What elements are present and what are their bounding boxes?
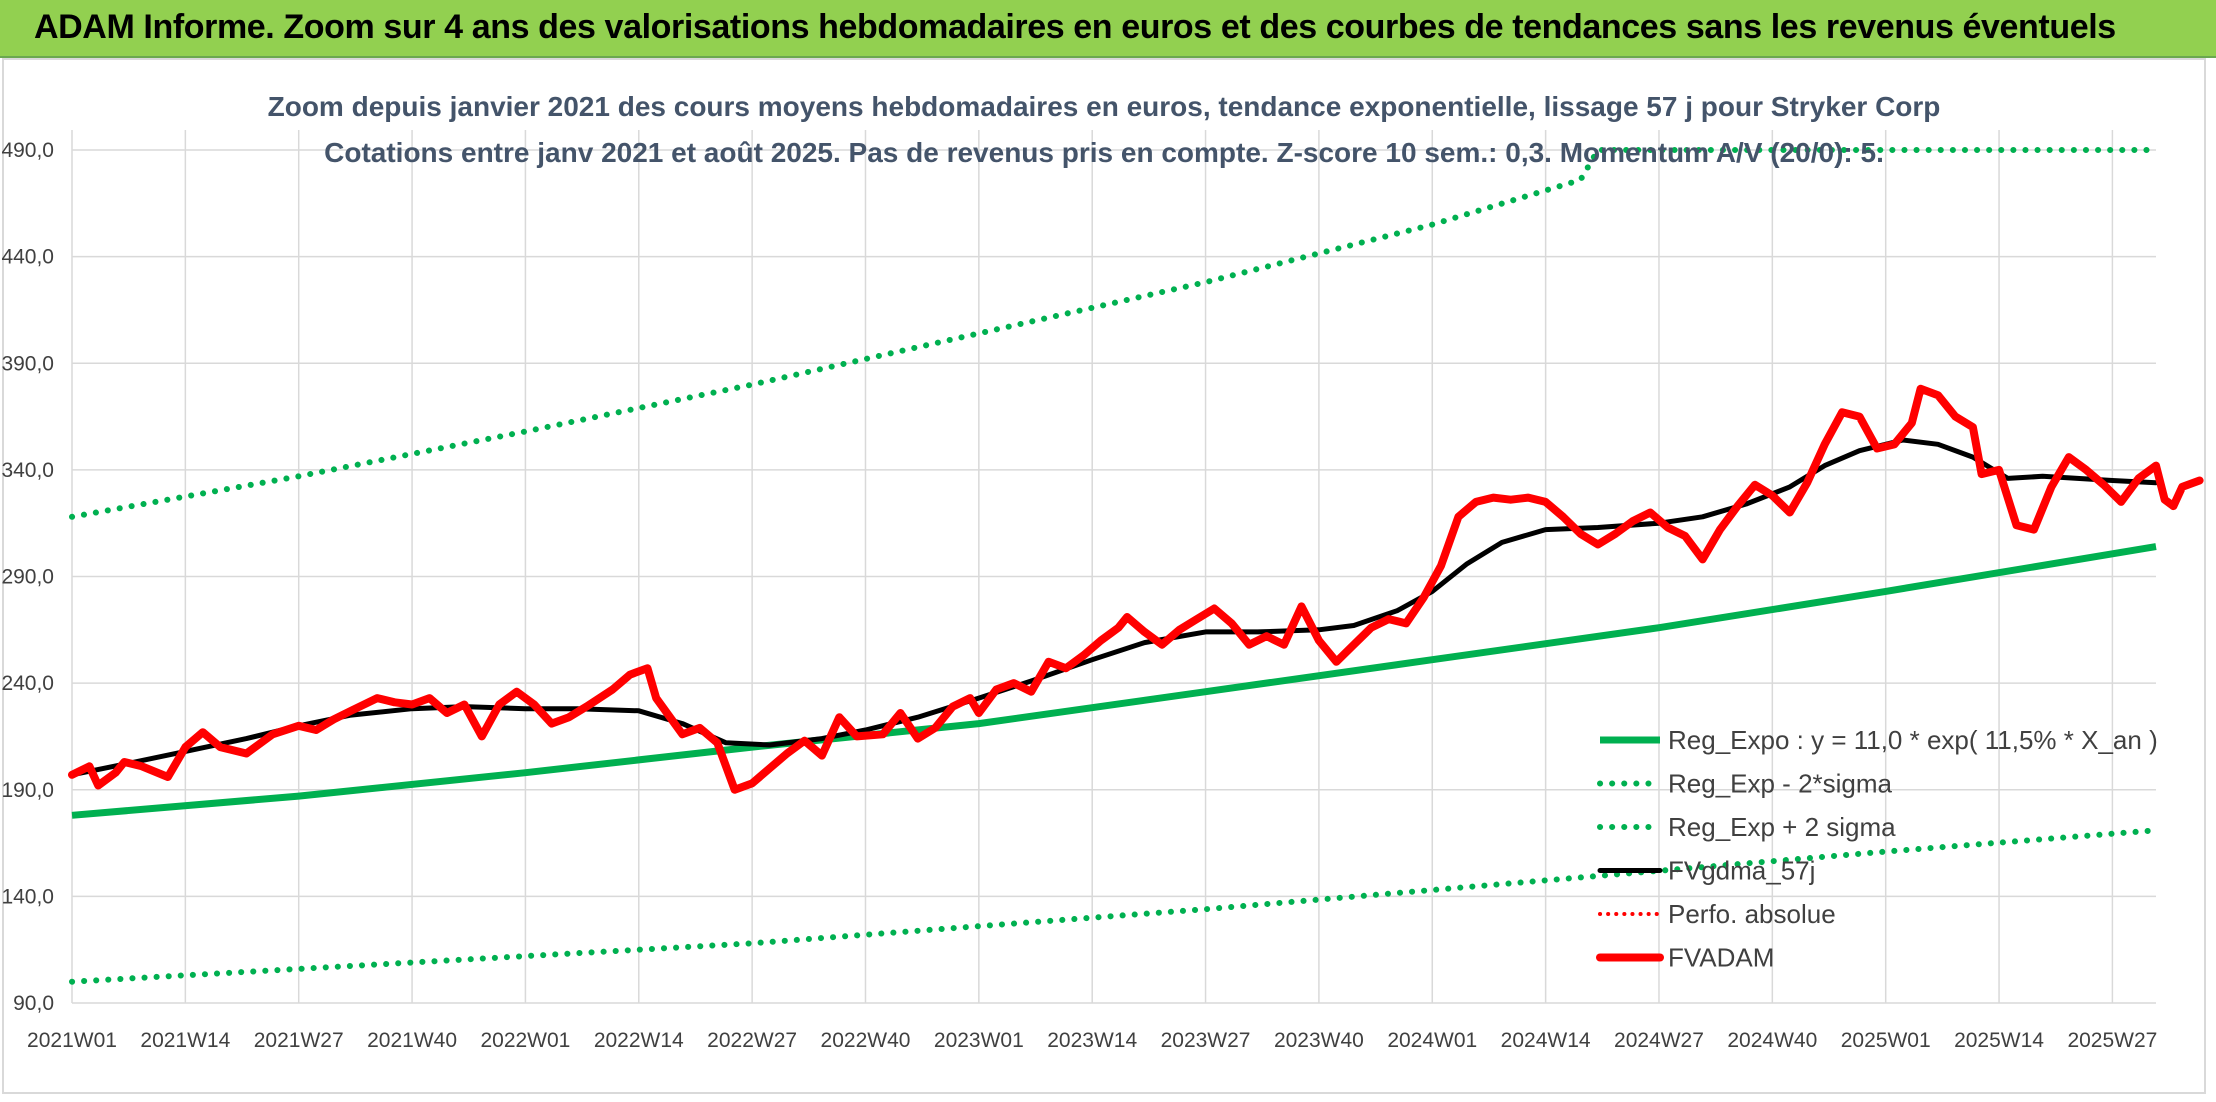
x-tick-label: 2024W14: [1501, 1029, 1591, 1052]
y-tick-label: 490,0: [1, 139, 54, 162]
y-tick-label: 90,0: [13, 992, 54, 1015]
x-tick-label: 2024W40: [1727, 1029, 1817, 1052]
y-tick-label: 140,0: [1, 885, 54, 908]
x-tick-label: 2023W27: [1161, 1029, 1251, 1052]
series-line-lower: [69, 827, 2159, 985]
x-tick-label: 2024W27: [1614, 1029, 1704, 1052]
report-banner: ADAM Informe. Zoom sur 4 ans des valoris…: [0, 0, 2216, 58]
x-tick-label: 2023W01: [934, 1029, 1024, 1052]
legend-label-upper: Reg_Exp + 2 sigma: [1668, 812, 1896, 842]
legend: Reg_Expo : y = 11,0 * exp( 11,5% * X_an …: [1596, 725, 2158, 973]
legend-label-price: FVADAM: [1668, 943, 1774, 973]
series-line-upper: [69, 147, 2159, 520]
legend-label-smoothed: FVgdma_57j: [1668, 856, 1815, 886]
x-tick-label: 2022W01: [480, 1029, 570, 1052]
series-line-price: [68, 384, 2204, 794]
x-tick-label: 2025W27: [2067, 1029, 2157, 1052]
legend-label-trend: Reg_Expo : y = 11,0 * exp( 11,5% * X_an …: [1668, 725, 2158, 755]
legend-label-lower: Reg_Exp - 2*sigma: [1668, 769, 1893, 799]
report-title: ADAM Informe. Zoom sur 4 ans des valoris…: [34, 8, 2116, 46]
y-axis-ticks: 90,0 140,0 190,0 240,0 290,0 340,0 390,0 440,0 4…: [1, 139, 54, 1015]
x-tick-label: 2023W40: [1274, 1029, 1364, 1052]
chart-frame: [2, 58, 2206, 1094]
x-tick-label: 2021W14: [140, 1029, 230, 1052]
gridlines: [71, 130, 2156, 1004]
y-tick-label: 340,0: [1, 459, 54, 482]
x-tick-label: 2025W14: [1954, 1029, 2044, 1052]
series-line-trend: [71, 543, 2157, 819]
x-tick-label: 2021W01: [27, 1029, 117, 1052]
x-axis-ticks: 2021W01 2021W14 2021W27 2021W40 2022W01 2022W…: [27, 1029, 2157, 1052]
y-tick-label: 290,0: [1, 566, 54, 589]
y-tick-label: 390,0: [1, 352, 54, 375]
x-tick-label: 2022W27: [707, 1029, 797, 1052]
x-tick-label: 2025W01: [1841, 1029, 1931, 1052]
y-tick-label: 440,0: [1, 246, 54, 269]
x-tick-label: 2021W27: [254, 1029, 344, 1052]
x-tick-label: 2022W40: [821, 1029, 911, 1052]
legend-label-absolute: Perfo. absolue: [1668, 899, 1836, 929]
y-tick-label: 240,0: [1, 672, 54, 695]
x-tick-label: 2024W01: [1387, 1029, 1477, 1052]
chart-title: Zoom depuis janvier 2021 des cours moyen…: [268, 91, 1941, 122]
y-tick-label: 190,0: [1, 779, 54, 802]
chart-subtitle: Cotations entre janv 2021 et août 2025. …: [324, 137, 1884, 168]
x-tick-label: 2021W40: [367, 1029, 457, 1052]
series-lines: [68, 147, 2204, 985]
x-tick-label: 2022W14: [594, 1029, 684, 1052]
x-tick-label: 2023W14: [1047, 1029, 1137, 1052]
